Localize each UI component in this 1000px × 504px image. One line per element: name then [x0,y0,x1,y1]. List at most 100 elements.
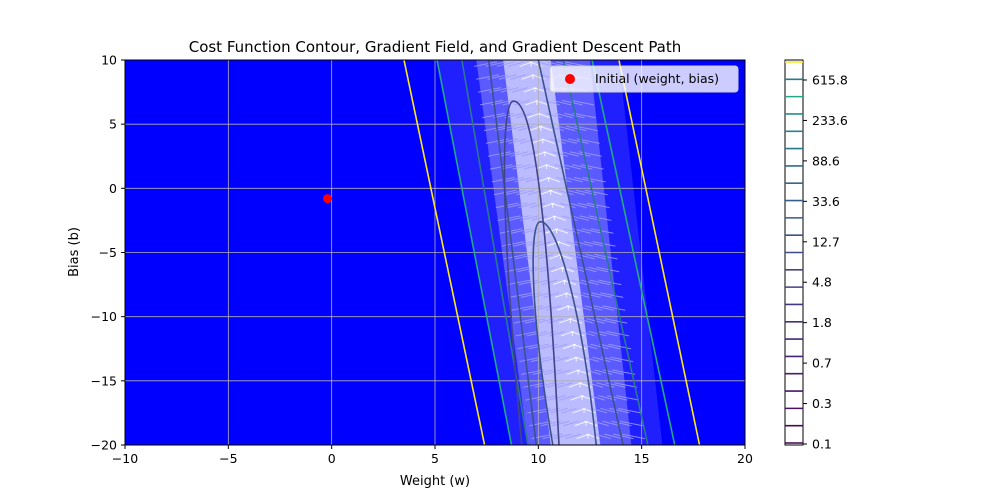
legend-box [549,65,739,93]
gradient-arrow [568,318,582,324]
gradient-arrow [499,151,520,157]
gradient-arrow [487,151,511,157]
gradient-arrow [521,369,545,375]
gradient-arrow [595,318,616,324]
gradient-arrow [531,215,548,221]
gradient-arrow [566,189,585,196]
gradient-arrow [514,176,533,183]
gradient-arrow [535,99,549,106]
gradient-arrow [571,279,588,286]
gradient-arrow [581,343,598,350]
gradient-arrow [555,369,571,375]
gradient-arrow [476,74,500,80]
initial-point-group [323,194,333,204]
gradient-arrow [540,343,559,350]
contour-line [591,60,676,445]
gradient-arrow [572,112,596,119]
gradient-arrow [594,369,613,375]
gradient-arrow [547,176,561,183]
gradient-arrow [570,215,589,221]
gradient-arrow [533,87,547,93]
gradient-arrow [581,228,603,234]
gradient-arrow [565,125,587,132]
gradient-arrow [575,305,592,311]
gradient-arrow [539,125,553,132]
gradient-arrow [515,330,539,337]
gradient-arrow [586,202,610,209]
gradient-arrow [532,369,554,375]
gradient-arrow [590,228,614,234]
gradient-arrow [621,433,645,440]
gradient-arrow [529,202,546,209]
gradient-arrow [537,253,554,260]
gradient-arrow [507,202,528,209]
contour-line [537,60,624,445]
contour-line [487,60,538,445]
x-tick-label: 0 [328,451,336,466]
gradient-arrow [564,176,583,183]
gradient-arrow [550,138,566,144]
colorbar-tick-label: 0.3 [812,396,832,411]
gradient-arrow [543,292,560,298]
gradient-arrow [580,279,599,286]
gradient-arrow [512,241,534,247]
contour-lines [403,60,701,445]
gradient-arrow [545,164,559,170]
gradient-arrow [582,292,601,298]
y-tick-label: 0 [109,181,117,196]
gradient-arrow [537,112,551,119]
x-tick-label: 20 [737,451,753,466]
gradient-arrow [474,61,498,67]
gradient-arrow [545,305,562,311]
gradient-arrow [569,151,591,157]
closed-contour [503,100,560,445]
gradient-arrow [580,164,604,170]
gradient-arrow [574,125,598,132]
gradient-arrow [557,125,576,132]
gradient-arrow [501,241,525,247]
legend-marker [565,74,575,84]
gradient-arrow [547,318,564,324]
gradient-arrow [573,176,595,183]
gradient-arrow [526,253,545,260]
gradient-arrow [549,189,563,196]
gradient-arrow [590,343,609,350]
gradient-arrow [591,407,607,414]
gradient-arrow [519,138,536,144]
gradient-arrow [510,74,526,80]
gradient-arrow [557,382,573,388]
gradient-arrow [508,138,527,144]
gradient-arrow [566,305,580,311]
gradient-arrow [543,369,562,375]
gradient-arrow [522,305,544,311]
gradient-arrow [516,189,535,196]
gradient-arrow [611,420,632,427]
x-tick-label: 5 [431,451,439,466]
gradient-arrow [478,87,501,93]
gradient-arrow [536,395,557,401]
gradient-arrow [541,356,561,363]
gradient-arrow [521,151,538,157]
gradient-arrow [557,189,574,196]
y-tick-label: −20 [91,438,117,453]
gradient-arrow [508,61,524,67]
gradient-arrow [499,228,523,234]
gradient-arrow [542,433,563,440]
colorbar: 615.8 233.6 88.6 33.6 12.7 4.8 1.8 0.7 0.3 0.1 [784,59,848,452]
x-tick-label: −10 [112,451,138,466]
y-tick-label: 10 [101,53,117,68]
contour-line [403,60,486,445]
gradient-arrow [553,433,572,440]
gradient-arrow [481,112,505,119]
gradient-arrow [564,292,578,298]
gradient-arrow [596,266,620,273]
gradient-arrow [601,356,622,363]
contour-line [562,60,649,445]
gradient-arrow [614,382,638,388]
gradient-arrow [607,395,628,401]
gradient-arrow [509,215,530,221]
gradient-arrow [593,305,614,311]
gradient-arrow [493,112,514,119]
gradient-arrow [510,228,532,234]
